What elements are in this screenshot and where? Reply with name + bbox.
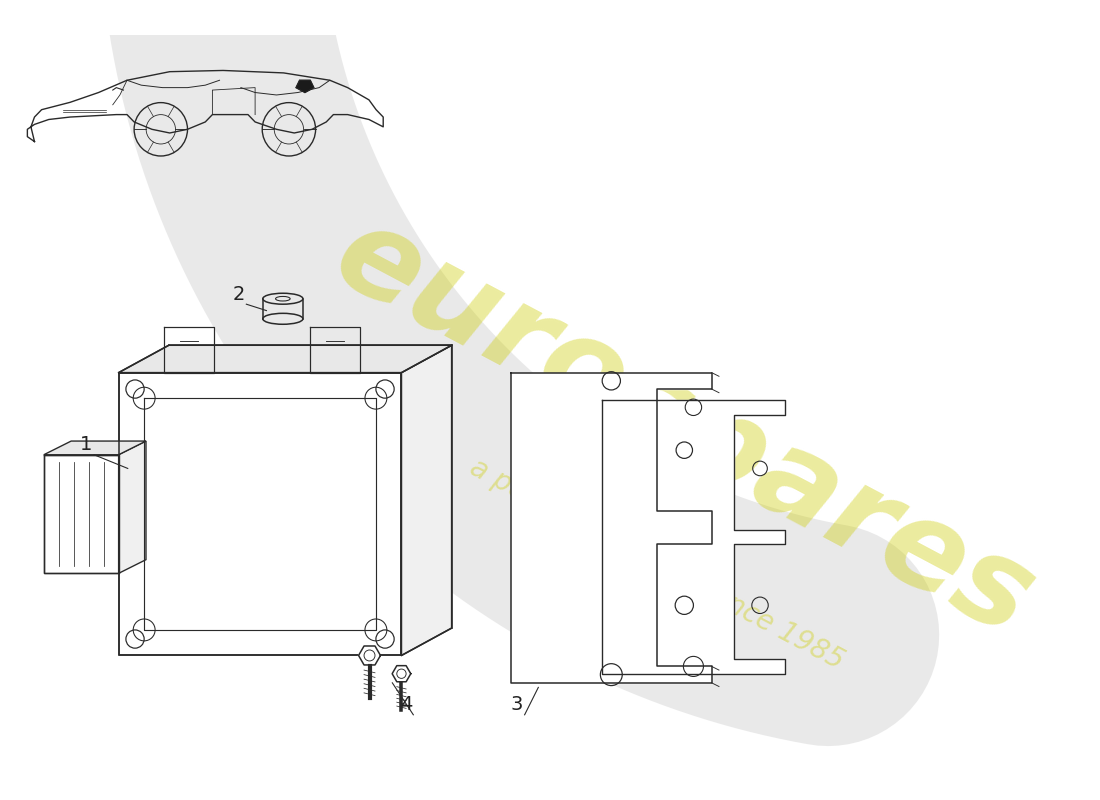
Polygon shape	[392, 666, 410, 682]
Polygon shape	[119, 373, 402, 655]
Polygon shape	[44, 454, 119, 574]
Polygon shape	[119, 441, 146, 574]
Text: 1: 1	[80, 435, 92, 454]
Text: 3: 3	[510, 695, 524, 714]
Polygon shape	[510, 373, 712, 683]
Polygon shape	[119, 346, 452, 373]
Text: eurospares: eurospares	[316, 194, 1053, 661]
Text: 4: 4	[399, 695, 412, 714]
Text: 2: 2	[233, 285, 245, 304]
Polygon shape	[402, 346, 452, 655]
Polygon shape	[296, 80, 314, 93]
Polygon shape	[602, 400, 784, 674]
Polygon shape	[359, 646, 381, 665]
Text: a passion for parts since 1985: a passion for parts since 1985	[465, 454, 849, 675]
Polygon shape	[44, 441, 146, 454]
